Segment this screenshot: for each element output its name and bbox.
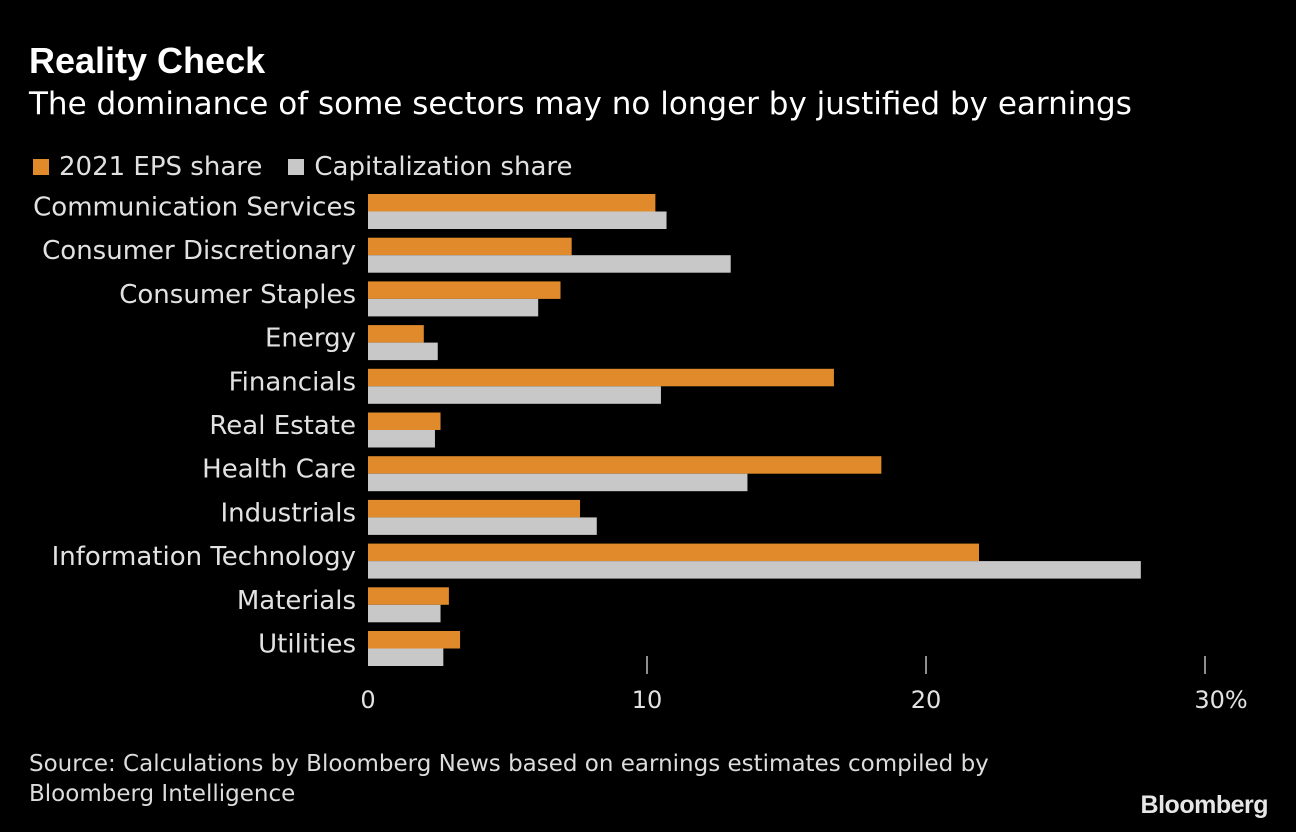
bar-eps: [368, 499, 581, 518]
x-tick-label: 20: [911, 686, 942, 714]
category-label: Utilities: [258, 630, 356, 660]
category-label: Energy: [265, 324, 356, 354]
bar-cap: [368, 342, 438, 361]
bar-eps: [368, 368, 834, 387]
bar-cap: [368, 648, 444, 666]
source-note: Source: Calculations by Bloomberg News b…: [29, 751, 989, 807]
legend-swatch-eps: [33, 159, 49, 175]
bar-eps: [368, 325, 424, 343]
bar-cap: [368, 211, 667, 229]
category-label: Industrials: [221, 498, 356, 528]
legend-label-cap: Capitalization share: [314, 152, 573, 182]
bar-cap: [368, 604, 441, 623]
legend-label-eps: 2021 EPS share: [59, 152, 263, 182]
bar-cap: [368, 561, 1141, 579]
bar-eps: [368, 412, 441, 430]
category-label: Financials: [229, 367, 356, 397]
legend-item-eps: 2021 EPS share: [33, 152, 262, 182]
bar-cap: [368, 386, 661, 404]
legend-swatch-cap: [288, 159, 305, 175]
bloomberg-logo: Bloomberg: [1140, 791, 1269, 819]
bar-eps: [368, 587, 449, 605]
bar-cap: [368, 255, 731, 273]
category-label: Real Estate: [209, 411, 356, 441]
category-label: Materials: [237, 586, 356, 616]
bar-eps: [368, 281, 561, 299]
x-tick-label: 10: [632, 686, 663, 714]
bar-eps: [368, 543, 980, 562]
chart-title: Reality Check: [29, 40, 266, 81]
category-label: Consumer Staples: [119, 280, 356, 310]
bar-cap: [368, 430, 435, 448]
x-tick-label: 30%: [1194, 686, 1247, 714]
bar-cap: [368, 473, 748, 492]
bar-eps: [368, 456, 882, 474]
legend: 2021 EPS share Capitalization share: [33, 152, 599, 182]
bar-eps: [368, 237, 572, 256]
category-label: Information Technology: [52, 542, 356, 572]
legend-item-cap: Capitalization share: [288, 152, 573, 182]
bar-cap: [368, 517, 597, 535]
category-label: Health Care: [202, 455, 356, 485]
bar-eps: [368, 194, 656, 212]
x-tick-label: 0: [360, 686, 375, 714]
category-label: Communication Services: [33, 193, 356, 223]
category-label: Consumer Discretionary: [42, 236, 356, 266]
bar-cap: [368, 298, 539, 317]
bar-eps: [368, 631, 461, 649]
chart-subtitle: The dominance of some sectors may no lon…: [29, 86, 1132, 122]
